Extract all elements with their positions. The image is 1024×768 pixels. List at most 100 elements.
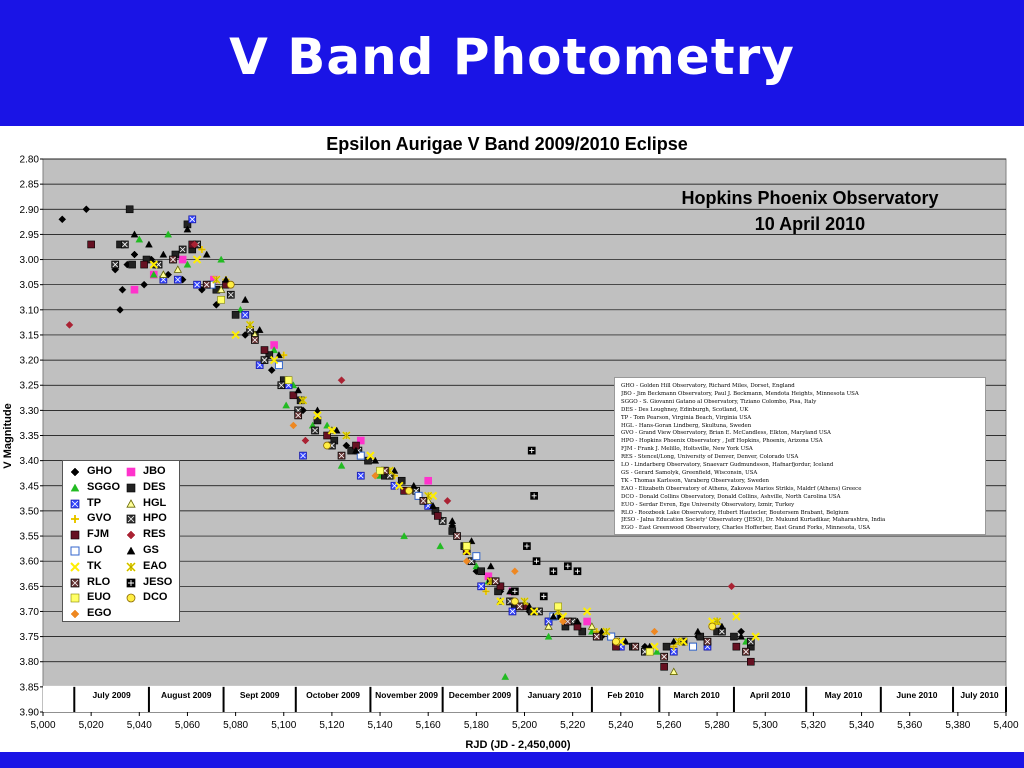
x-tick-label: 5,100 (271, 720, 296, 731)
data-point-res (190, 240, 199, 249)
data-point-gs (159, 250, 168, 258)
data-point-fjm (434, 512, 442, 520)
data-point-hgl (173, 265, 182, 273)
data-point-ego (289, 421, 298, 430)
data-point-des (313, 416, 322, 425)
x-tick-label: 5,380 (945, 720, 970, 731)
legend-marker-eao (126, 562, 136, 572)
data-point-tp (356, 471, 365, 480)
legend-label: HPO (143, 512, 167, 525)
y-tick-label: 3.30 (20, 406, 40, 417)
data-point-gs (718, 622, 726, 630)
data-point-tk (751, 632, 760, 641)
legend-marker-sggo (70, 483, 80, 492)
data-point-rlo (592, 632, 601, 641)
data-point-rlo (660, 652, 668, 661)
data-point-jbo (130, 285, 139, 294)
data-point-rlo (515, 602, 524, 611)
data-point-des (730, 632, 738, 641)
month-label: November 2009 (375, 690, 438, 700)
month-label: January 2010 (528, 690, 582, 700)
legend-marker-dco (126, 593, 136, 603)
data-point-hpo (226, 290, 235, 299)
data-point-gs (467, 537, 476, 545)
legend-marker-shape (126, 562, 136, 572)
legend-label: HGL (143, 496, 167, 509)
data-point-hpo (111, 260, 120, 269)
data-point-sggo (544, 632, 553, 640)
data-point-jeso (530, 491, 538, 500)
data-point-euo (217, 295, 225, 304)
data-point-gho (58, 215, 67, 224)
month-label: Sept 2009 (240, 690, 280, 700)
data-point-hpo (438, 517, 447, 525)
data-point-jeso (573, 567, 582, 576)
data-point-ego (559, 617, 567, 626)
data-point-gs (332, 426, 341, 434)
observatory-entry: EUO - Serdar Evren, Ege University Obser… (621, 501, 795, 508)
data-point-res (337, 376, 346, 385)
observatory-entry: TK - Thomas Karlsson, Varaberg Observato… (621, 477, 770, 484)
data-point-gs (183, 225, 192, 233)
data-point-tp (188, 215, 197, 224)
data-point-gs (371, 456, 380, 464)
data-point-jeso (532, 557, 541, 566)
y-tick-label: 2.95 (20, 230, 40, 241)
legend-marker-shape (71, 515, 79, 524)
data-point-gs (669, 637, 678, 645)
month-label: July 2010 (960, 690, 999, 700)
chart-legend: GHO JBO SGGO DES TP HGL GVO HPO FJM RES LO GS TK EAO R… (62, 460, 180, 622)
data-point-lo (689, 642, 698, 651)
data-point-tk (582, 607, 592, 616)
data-point-sggo (270, 346, 278, 354)
x-tick-label: 5,280 (705, 720, 730, 731)
data-point-hpo (311, 426, 319, 435)
legend-label: EAO (143, 559, 167, 572)
data-point-gs (737, 632, 746, 640)
data-point-gho (118, 285, 127, 294)
legend-marker-shape (126, 530, 136, 540)
data-point-gho (267, 366, 276, 374)
y-tick-label: 3.00 (20, 255, 40, 266)
x-tick-label: 5,060 (175, 720, 200, 731)
data-point-eao (602, 627, 611, 636)
month-label: June 2010 (896, 690, 937, 700)
data-point-fjm (747, 657, 755, 666)
data-point-sggo (183, 260, 192, 268)
observatory-entry: LO - Lindarberg Observatory, Snaevarr Gu… (621, 462, 834, 469)
x-tick-label: 5,220 (560, 720, 585, 731)
data-point-euo (376, 466, 384, 475)
data-point-gs (573, 617, 582, 625)
data-point-ego (511, 567, 519, 576)
data-point-gho (130, 250, 139, 259)
data-point-fjm (496, 582, 505, 591)
data-point-sggo (282, 401, 290, 409)
data-point-tk (192, 255, 202, 264)
legend-marker-shape (70, 546, 80, 556)
legend-marker-gho (70, 467, 80, 477)
y-tick-label: 3.90 (20, 708, 40, 719)
x-tick-label: 5,360 (897, 720, 922, 731)
legend-marker-shape (126, 546, 136, 555)
y-tick-label: 3.15 (20, 330, 40, 341)
data-point-eao (342, 431, 351, 440)
month-label: July 2009 (92, 690, 131, 700)
data-point-tk (269, 355, 279, 365)
x-axis-label: RJD (JD - 2,450,000) (465, 739, 570, 751)
y-tick-label: 3.60 (20, 557, 40, 568)
y-tick-label: 3.20 (20, 356, 40, 367)
legend-marker-lo (70, 546, 80, 556)
data-point-hgl (159, 270, 168, 278)
legend-label: RLO (87, 575, 111, 588)
data-point-des (125, 205, 134, 214)
data-point-rlo (294, 411, 303, 420)
legend-label: JBO (143, 465, 166, 477)
data-point-hgl (544, 622, 553, 630)
data-point-gs (429, 501, 437, 509)
data-point-eao (212, 275, 221, 284)
data-point-tp (193, 280, 201, 289)
data-point-sggo (217, 255, 225, 263)
data-point-gho (116, 305, 124, 314)
data-point-jbo (356, 436, 365, 445)
legend-label: TK (87, 559, 102, 572)
